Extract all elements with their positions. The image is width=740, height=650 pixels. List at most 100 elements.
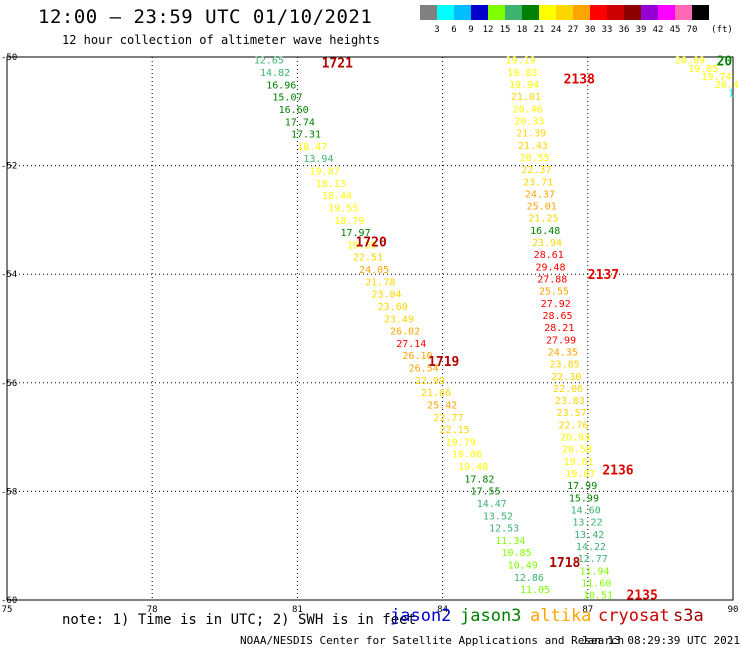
wave-height-value: 27.92 [541,299,571,310]
scale-label: 3 [434,25,440,35]
wave-height-value: 20.46 [513,104,543,115]
wave-height-value: 17.31 [291,130,321,141]
scale-swatch [522,5,539,20]
x-tick-label: 90 [728,605,739,615]
scale-label: 42 [652,25,664,35]
wave-height-value: 21.39 [516,129,546,140]
wave-height-value: 16.48 [530,226,560,237]
wave-height-value: 20.4 [715,80,739,91]
wave-height-value: 23.83 [555,396,585,407]
scale-swatch [624,5,641,20]
pass-number-label: 1720 [355,236,386,251]
x-tick-label: 75 [2,605,13,615]
wave-height-value: 25.42 [427,400,457,411]
wave-height-value: 10.49 [508,561,538,572]
scale-swatch [590,5,607,20]
mission-altika: altika [530,606,592,626]
scale-label: 27 [567,25,579,35]
wave-height-value: 16.96 [266,80,296,91]
wave-height-value: 11.94 [579,566,609,577]
scale-swatch [471,5,488,20]
wave-height-value: 20.55 [520,153,550,164]
wave-height-value: 10.85 [501,548,531,559]
wave-height-value: 23.71 [523,177,553,188]
wave-height-value: 28.61 [534,250,564,261]
pass-number-label: 2136 [602,464,633,479]
x-tick-label: 87 [582,605,593,615]
y-tick-label: -58 [1,487,17,497]
scale-swatch [692,5,709,20]
scale-swatch [437,5,454,20]
pass-number-label: 2138 [564,73,595,88]
wave-height-value: 19.94 [509,80,539,91]
scale-label: 12 [482,25,494,35]
wave-height-value: 25.55 [539,287,569,298]
wave-height-value: 21.78 [365,277,395,288]
wave-height-value: 24.37 [525,189,555,200]
wave-height-value: 20 [717,55,733,70]
scale-swatch [641,5,658,20]
wave-height-value: 22.76 [558,420,588,431]
wave-height-value: 23.57 [557,408,587,419]
scale-label: 36 [618,25,630,35]
x-tick-label: 81 [292,605,303,615]
map-frame [6,56,734,601]
wave-height-value: 18.13 [316,179,346,190]
wave-height-value: 12.65 [254,56,284,67]
wave-height-value: 19.55 [328,203,358,214]
scale-label: 45 [669,25,681,35]
wave-height-value: 10.51 [583,591,613,602]
wave-height-value: 21.66 [421,388,451,399]
wave-height-value: 21.01 [511,92,541,103]
wave-height-value: 19.61 [564,457,594,468]
wave-height-value: 19.07 [565,469,595,480]
wave-height-value: 14.22 [576,542,606,553]
scale-swatch [488,5,505,20]
chart-subtitle: 12 hour collection of altimeter wave hei… [62,33,380,47]
wave-height-value: 15.99 [569,493,599,504]
wave-height-value: 23.94 [532,238,562,249]
wave-height-value: 23.85 [550,360,580,371]
wave-height-value: 19.87 [310,167,340,178]
wave-height-value: 19.06 [452,450,482,461]
wave-height-value: 19.19 [506,56,536,67]
wave-height-value: 20.58 [562,445,592,456]
mission-jason2: jason2 [390,606,452,626]
scale-label: 21 [533,25,545,35]
wave-height-value: 22.30 [551,372,581,383]
wave-height-value: 14.82 [260,68,290,79]
scale-swatch [675,5,692,20]
wave-height-value: 11.34 [495,536,525,547]
pass-number-label: 1718 [549,556,580,571]
scale-swatch [539,5,556,20]
y-tick-label: -52 [1,162,17,172]
scale-label: 24 [550,25,562,35]
scale-label: 39 [635,25,647,35]
scale-label: 6 [451,25,457,35]
wave-height-value: 19.79 [446,437,476,448]
scale-swatch [607,5,624,20]
wave-height-value: 18.47 [297,142,327,153]
wave-height-value: 1 [728,88,734,99]
wave-height-value: 12.77 [578,554,608,565]
wave-height-value: 23.04 [371,290,401,301]
wave-height-value: 22.99 [415,376,445,387]
wave-height-value: 13.22 [572,518,602,529]
wave-height-value: 23.60 [378,302,408,313]
scale-label: 9 [468,25,474,35]
wave-height-value: 17.74 [285,117,315,128]
y-tick-label: -50 [1,53,17,63]
wave-height-value: 12.53 [489,524,519,535]
scale-label: 33 [601,25,613,35]
mission-jason3: jason3 [460,606,522,626]
wave-height-value: 16.60 [279,105,309,116]
wave-height-value: 27.99 [546,335,576,346]
wave-height-value: 22.06 [553,384,583,395]
wave-height-value: 24.05 [359,265,389,276]
wave-height-value: 13.94 [303,154,333,165]
wave-height-value: 17.55 [471,487,501,498]
mission-cryosat: cryosat [598,606,670,626]
wave-height-value: 19.83 [507,68,537,79]
scale-label: 18 [516,25,528,35]
